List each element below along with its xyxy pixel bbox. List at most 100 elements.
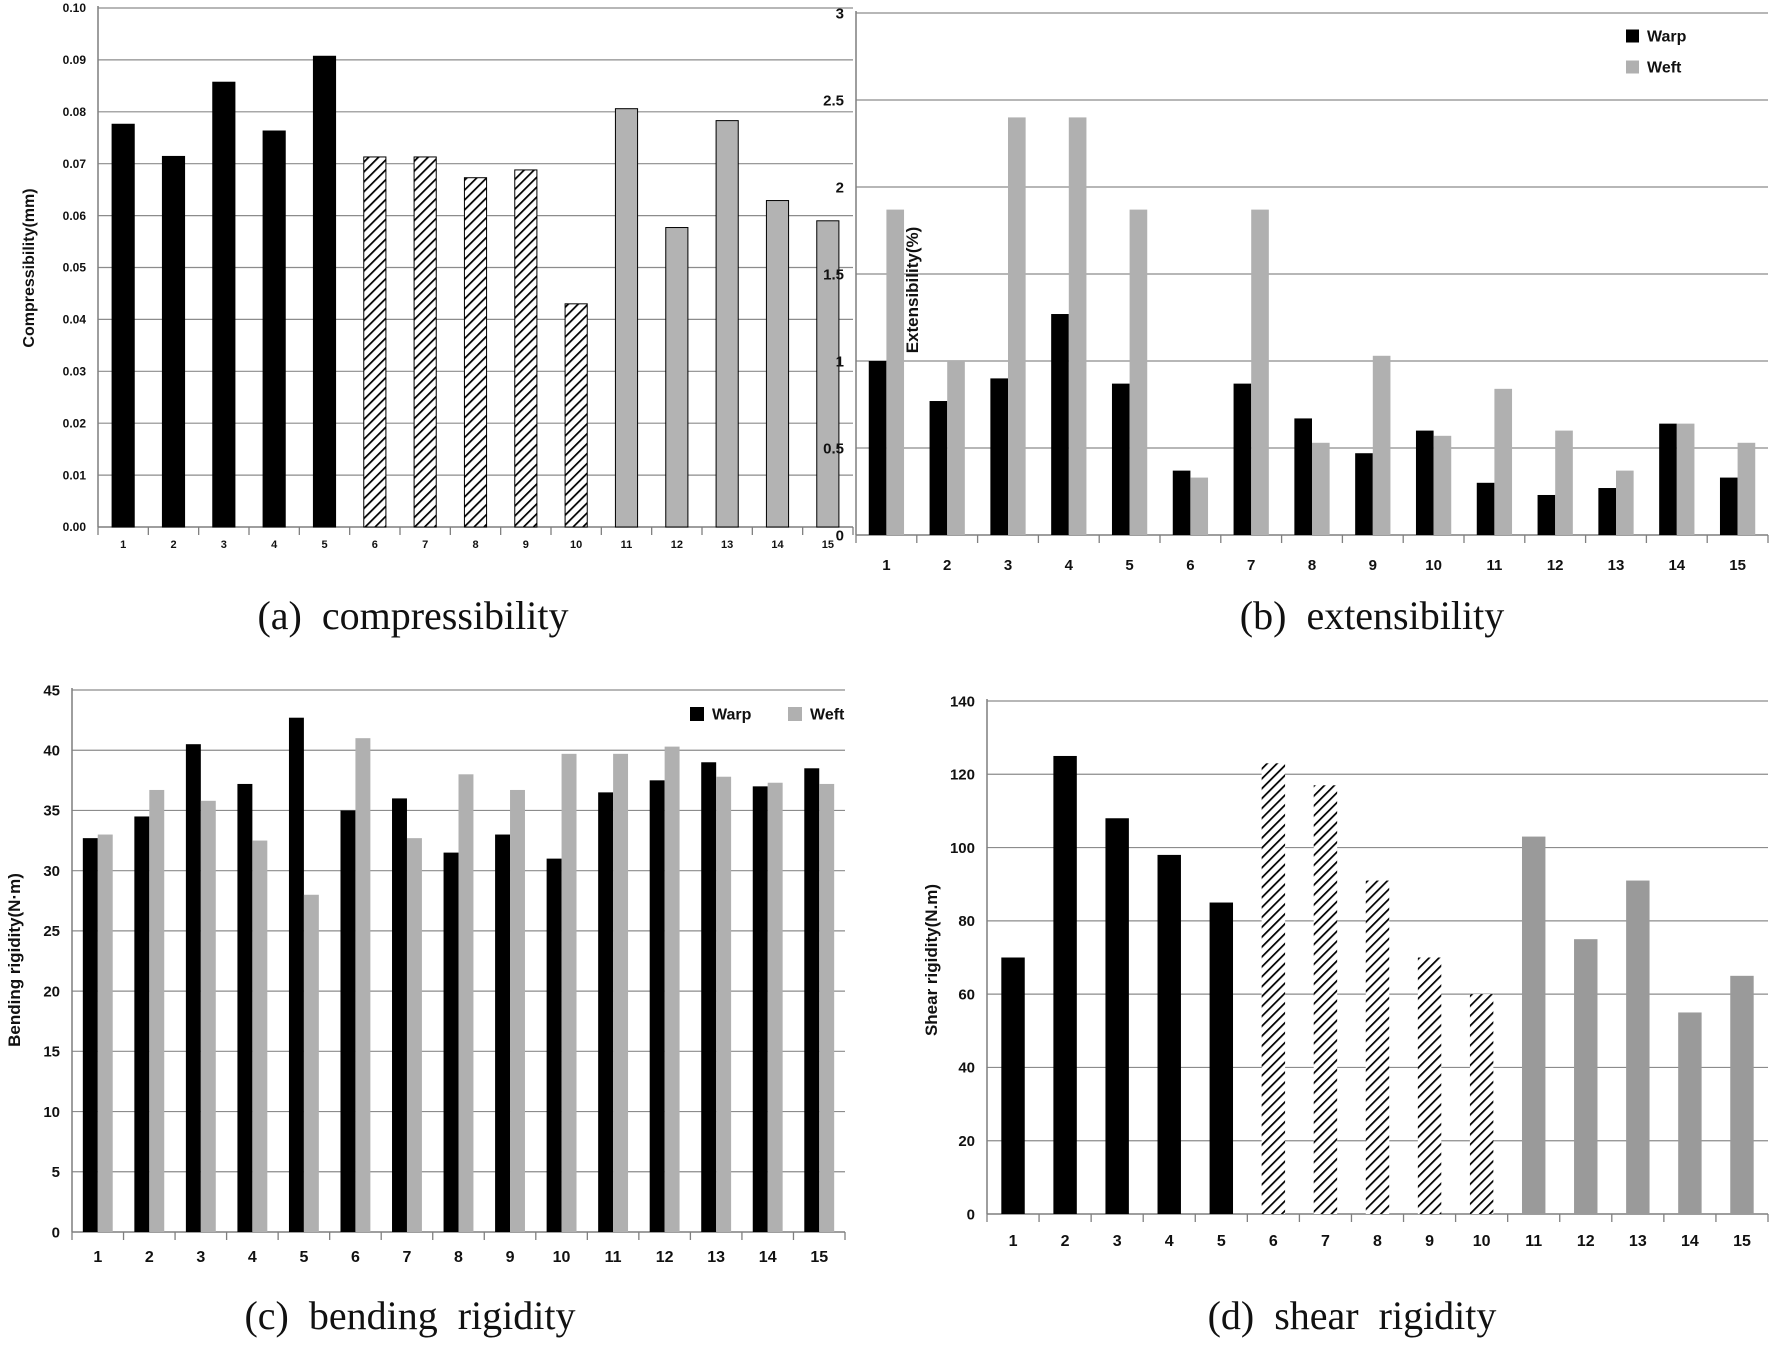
y-tick-label: 3 xyxy=(836,5,844,22)
x-tick-label: 9 xyxy=(523,539,529,551)
y-tick-label: 5 xyxy=(52,1164,60,1181)
bar-warp-1 xyxy=(82,838,98,1232)
bar-warp-14 xyxy=(752,786,768,1232)
x-tick-label: 1 xyxy=(882,557,890,574)
bar-weft-13 xyxy=(716,776,732,1232)
x-tick-label: 6 xyxy=(351,1249,360,1266)
y-tick-label: 35 xyxy=(43,803,60,820)
bar-weft-4 xyxy=(1068,117,1087,536)
y-tick-label: 40 xyxy=(43,742,60,759)
y-tick-label: 0.10 xyxy=(63,1,87,15)
y-tick-label: 0 xyxy=(967,1206,975,1223)
x-tick-label: 10 xyxy=(1473,1233,1491,1250)
bar-8 xyxy=(463,177,488,528)
bar-12 xyxy=(1574,939,1598,1214)
x-tick-label: 10 xyxy=(570,539,582,551)
y-axis-label: Extensibility(%) xyxy=(903,227,922,354)
bar-14 xyxy=(765,200,790,528)
bar-warp-14 xyxy=(1659,423,1677,535)
x-tick-label: 14 xyxy=(1681,1233,1699,1250)
y-axis-label: Compressibility(mm) xyxy=(21,188,38,347)
bar-6 xyxy=(363,156,387,528)
x-tick-label: 15 xyxy=(810,1249,828,1266)
legend-label-weft: Weft xyxy=(810,707,845,724)
x-tick-label: 8 xyxy=(472,539,478,551)
x-tick-label: 12 xyxy=(1547,557,1564,574)
bar-weft-12 xyxy=(1555,430,1573,535)
y-tick-label: 0.02 xyxy=(63,416,87,430)
x-tick-label: 2 xyxy=(1061,1233,1070,1250)
y-tick-label: 0.01 xyxy=(63,468,87,482)
bar-weft-1 xyxy=(97,834,113,1232)
bar-weft-4 xyxy=(252,840,268,1232)
x-tick-label: 11 xyxy=(621,539,633,551)
bar-3 xyxy=(1105,818,1129,1214)
bar-7 xyxy=(1313,785,1338,1214)
bar-1 xyxy=(1001,957,1025,1214)
bar-warp-13 xyxy=(701,762,717,1232)
bar-2 xyxy=(161,155,186,528)
x-tick-label: 7 xyxy=(403,1249,412,1266)
x-tick-label: 4 xyxy=(1165,1233,1174,1250)
x-tick-label: 7 xyxy=(422,539,428,551)
bar-8 xyxy=(1365,880,1390,1214)
x-tick-label: 6 xyxy=(1269,1233,1278,1250)
bar-weft-9 xyxy=(510,789,525,1232)
x-tick-label: 7 xyxy=(1321,1233,1330,1250)
x-tick-label: 4 xyxy=(248,1249,257,1266)
bar-warp-6 xyxy=(1172,470,1191,535)
bar-warp-6 xyxy=(340,810,356,1232)
legend-swatch-weft xyxy=(1626,60,1639,74)
bar-warp-8 xyxy=(443,852,459,1232)
x-tick-label: 4 xyxy=(1065,557,1074,574)
bar-warp-15 xyxy=(804,768,820,1232)
bar-12 xyxy=(665,227,689,528)
bar-warp-9 xyxy=(495,834,511,1232)
bar-6 xyxy=(1261,763,1286,1214)
y-tick-label: 0.07 xyxy=(63,157,87,171)
bar-weft-13 xyxy=(1616,470,1634,535)
x-tick-label: 14 xyxy=(771,539,784,551)
bar-11 xyxy=(1521,836,1546,1214)
y-tick-label: 0 xyxy=(836,527,844,544)
y-axis-label: Shear rigidity(N.m) xyxy=(922,884,941,1036)
bar-15 xyxy=(816,220,840,528)
bar-weft-3 xyxy=(1008,117,1026,536)
x-tick-label: 3 xyxy=(1113,1233,1122,1250)
legend-swatch-weft xyxy=(788,707,802,721)
bar-3 xyxy=(212,81,236,528)
bar-weft-14 xyxy=(1676,423,1695,535)
bar-weft-11 xyxy=(1494,388,1513,535)
x-tick-label: 11 xyxy=(1486,557,1502,574)
bar-warp-2 xyxy=(134,816,150,1232)
x-tick-label: 6 xyxy=(1186,557,1194,574)
bar-warp-10 xyxy=(1415,430,1434,535)
x-tick-label: 15 xyxy=(1729,557,1746,574)
bar-weft-5 xyxy=(1129,209,1148,535)
x-tick-label: 5 xyxy=(1217,1233,1226,1250)
bar-weft-9 xyxy=(1372,355,1391,535)
y-tick-label: 80 xyxy=(958,913,975,930)
y-tick-label: 30 xyxy=(43,863,60,880)
bar-5 xyxy=(1209,902,1234,1214)
chart-compressibility: 0.00 0.01 0.02 0.03 0.04 0.05 0.06 0.07 0.08 0.09… xyxy=(21,1,854,551)
bar-warp-7 xyxy=(392,798,407,1232)
bar-warp-2 xyxy=(929,401,948,535)
y-tick-label: 20 xyxy=(958,1133,975,1150)
bar-weft-8 xyxy=(1312,442,1330,535)
caption-bending-rigidity: (c) bending rigidity xyxy=(244,1293,576,1338)
x-tick-label: 3 xyxy=(196,1249,205,1266)
bar-weft-14 xyxy=(767,782,783,1232)
x-tick-label: 1 xyxy=(1009,1233,1018,1250)
bar-warp-15 xyxy=(1719,477,1738,535)
y-tick-label: 15 xyxy=(43,1044,60,1061)
bar-warp-10 xyxy=(546,858,562,1232)
x-tick-label: 9 xyxy=(1369,557,1377,574)
bar-warp-12 xyxy=(1537,494,1556,535)
y-tick-label: 0.04 xyxy=(63,313,87,327)
y-tick-label: 140 xyxy=(950,693,975,710)
bar-weft-2 xyxy=(149,789,165,1232)
bar-warp-3 xyxy=(185,744,201,1232)
